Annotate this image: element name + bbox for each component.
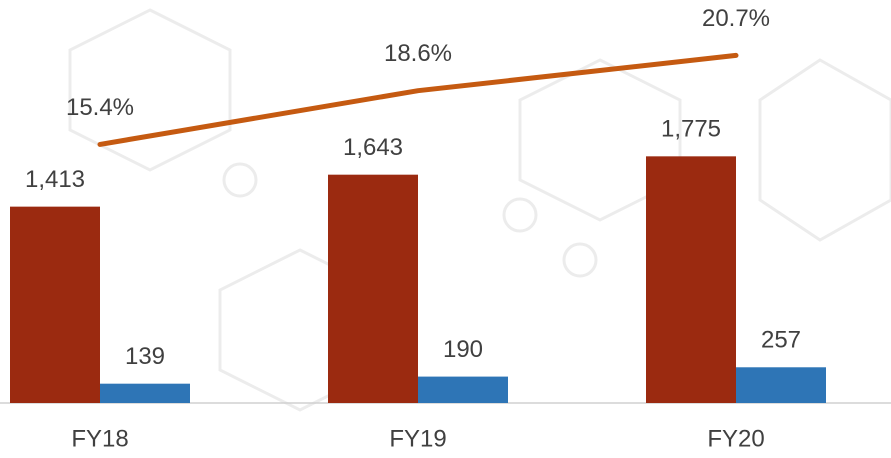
data-label: 257 [761, 327, 801, 354]
bar [418, 376, 508, 403]
x-tick-label: FY20 [707, 425, 764, 452]
data-label: 20.7% [702, 5, 770, 32]
data-label: 15.4% [66, 94, 134, 121]
line [97, 52, 739, 147]
data-label: 18.6% [384, 40, 452, 67]
bar [646, 156, 736, 403]
data-label: 190 [443, 336, 483, 363]
data-label: 1,643 [343, 134, 403, 161]
data-label: 1,413 [25, 166, 85, 193]
bar [736, 367, 826, 403]
x-tick-label: FY19 [389, 425, 446, 452]
bar [328, 174, 418, 403]
data-label: 1,775 [661, 116, 721, 143]
bar [100, 383, 190, 403]
x-tick-label: FY18 [71, 425, 128, 452]
bar [10, 206, 100, 403]
data-label: 139 [125, 343, 165, 370]
